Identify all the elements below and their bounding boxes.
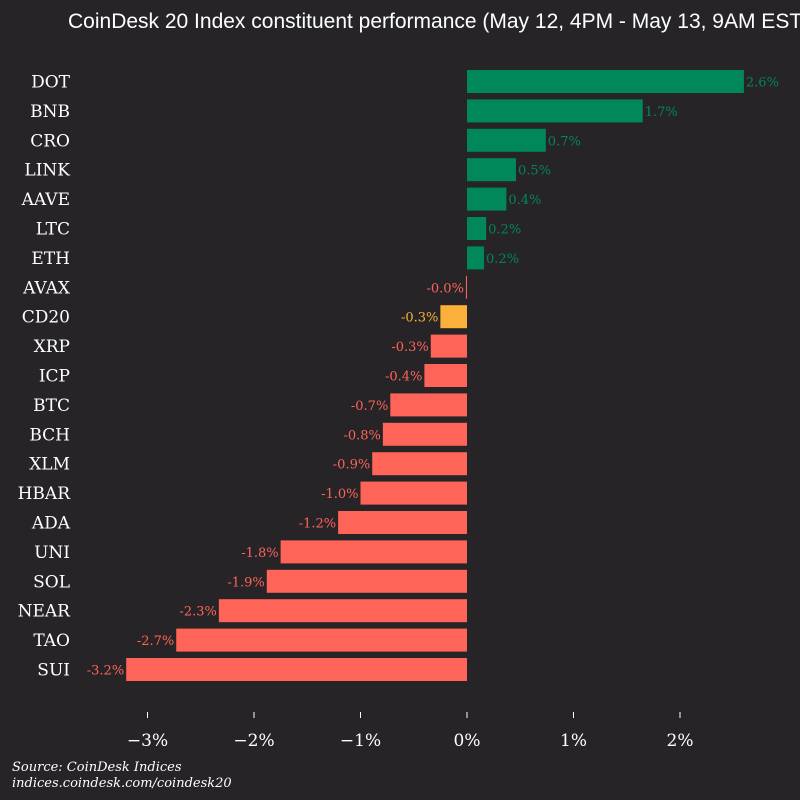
value-label: 0.7% [548,134,581,149]
category-label: XRP [34,337,70,357]
bar-ada [338,511,467,534]
category-label: NEAR [18,602,72,622]
value-labels-group: 2.6% 1.7% 0.7% 0.5% 0.4% 0.2% 0.2% -0.0% -0.3% -0… [87,76,779,679]
value-label: 1.7% [645,105,678,120]
bar-hbar [360,481,467,505]
x-tick-label: 1% [560,731,587,751]
value-label: 0.2% [486,252,519,267]
source-line: Source: CoinDesk Indices [12,760,182,775]
bar-near [218,599,467,623]
value-label: -3.2% [87,664,124,679]
x-tick-label: 0% [454,731,481,751]
category-label: SOL [33,572,70,592]
chart-title: CoinDesk 20 Index constituent performanc… [68,10,800,33]
category-label: BTC [33,396,70,416]
category-label: ETH [31,249,70,269]
bar-xlm [372,452,467,476]
value-label: -1.0% [321,487,358,502]
category-label: TAO [33,631,70,651]
category-label: LTC [36,220,70,240]
value-label: -0.9% [333,458,370,473]
value-label: -0.8% [343,428,380,443]
bar-dot [467,70,744,93]
x-tick-label: −2% [233,731,274,751]
value-label: 0.4% [508,193,541,208]
bar-eth [467,246,485,270]
bar-bnb [467,99,643,123]
value-label: -2.3% [179,605,216,620]
bar-cro [467,128,546,152]
value-label: -1.8% [241,546,278,561]
category-label: DOT [31,73,71,93]
bar-aave [467,187,507,211]
x-tick-label: −1% [340,731,381,751]
value-label: -2.7% [137,634,174,649]
bar-cd20 [440,305,467,329]
value-label: 0.5% [518,164,551,179]
value-label: 2.6% [746,76,779,91]
x-tick-label: −3% [127,731,168,751]
value-label: -0.4% [385,370,422,385]
bars-group [126,70,744,681]
category-label: ICP [39,367,70,387]
bar-avax [465,275,467,299]
bar-icp [424,364,467,387]
category-label: BCH [29,425,70,445]
bar-sui [126,658,467,681]
bar-sol [266,569,467,593]
category-label: LINK [24,161,70,181]
value-label: -0.3% [401,311,438,326]
category-label: UNI [34,543,70,563]
bar-link [467,158,516,182]
category-label: ADA [31,514,71,534]
bar-uni [280,540,467,564]
category-label: BNB [30,102,70,122]
x-tick-label: 2% [667,731,694,751]
bar-bch [382,422,467,446]
category-labels-group: DOT BNB CRO LINK AAVE LTC ETH AVAX CD20 XRP ICP BTC… [18,73,72,681]
category-label: CRO [30,131,70,151]
category-label: HBAR [18,484,72,504]
category-label: AVAX [22,278,71,298]
bar-tao [176,628,467,652]
value-label: -0.0% [427,281,464,296]
bar-btc [390,393,467,417]
bar-xrp [430,334,467,358]
category-label: SUI [37,661,70,681]
value-label: -0.7% [351,399,388,414]
value-label: -0.3% [391,340,428,355]
category-label: XLM [29,455,70,475]
value-label: -1.2% [299,517,336,532]
x-axis: −3% −2% −1% 0% 1% 2% [127,712,694,751]
value-label: -1.9% [227,575,264,590]
value-label: 0.2% [488,223,521,238]
source-url: indices.coindesk.com/coindesk20 [12,776,232,791]
source-note: Source: CoinDesk Indices indices.coindes… [12,760,232,792]
category-label: CD20 [22,308,70,328]
bar-ltc [467,217,487,240]
category-label: AAVE [21,190,70,210]
